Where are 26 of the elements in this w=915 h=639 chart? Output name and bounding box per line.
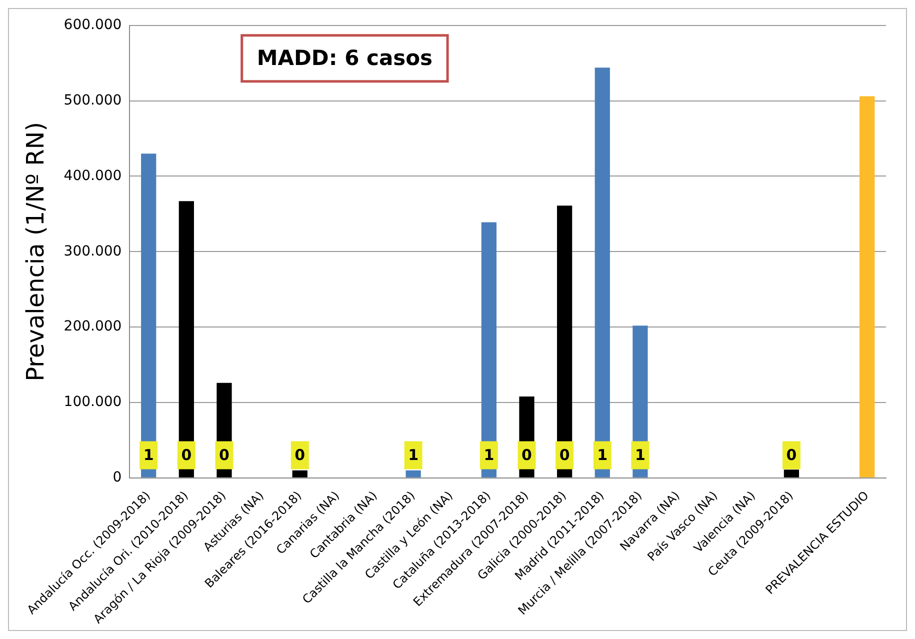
bar bbox=[784, 470, 800, 478]
bar bbox=[406, 470, 421, 478]
annotation: 0 bbox=[786, 446, 797, 464]
annotation: 0 bbox=[522, 446, 532, 464]
annotation: 1 bbox=[143, 446, 154, 464]
bar bbox=[141, 154, 156, 478]
y-tick-label: 400.000 bbox=[64, 168, 122, 184]
y-tick-label: 500.000 bbox=[64, 92, 122, 108]
annotation: 0 bbox=[294, 446, 306, 464]
annotation: 0 bbox=[219, 446, 230, 464]
y-tick-label: 0 bbox=[112, 470, 122, 486]
annotation: 0 bbox=[559, 446, 570, 464]
annotation: 1 bbox=[484, 446, 494, 464]
annotation: 1 bbox=[408, 446, 419, 464]
y-tick-label: 300.000 bbox=[64, 243, 122, 260]
y-tick-label: 100.000 bbox=[64, 394, 122, 410]
annotation: 1 bbox=[634, 446, 646, 464]
y-tick-label: 600.000 bbox=[64, 17, 122, 34]
bar bbox=[292, 470, 308, 478]
bar bbox=[594, 68, 610, 478]
y-tick-label: 200.000 bbox=[64, 318, 122, 335]
bar bbox=[860, 96, 875, 478]
annotation: MADD: 6 casos bbox=[256, 46, 433, 70]
annotation: 0 bbox=[181, 446, 192, 464]
y-axis-title: Prevalencia (1/Nº RN) bbox=[22, 122, 50, 382]
annotation: 1 bbox=[597, 446, 608, 464]
